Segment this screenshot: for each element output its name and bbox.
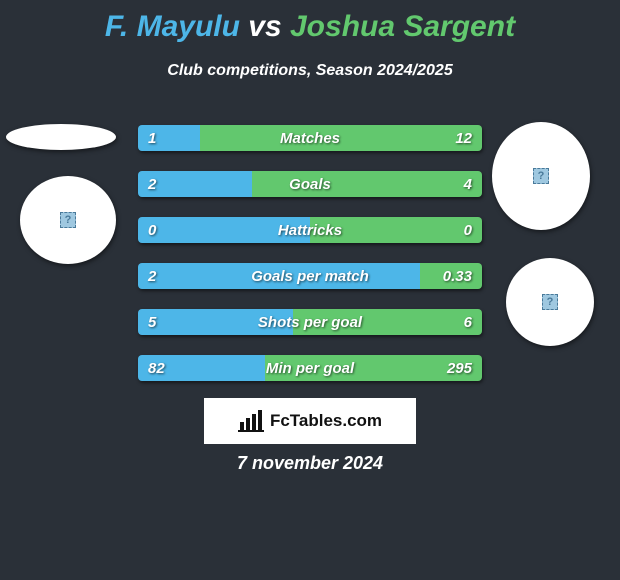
fctables-logo: FcTables.com xyxy=(204,398,416,444)
player1-photo-circle: ? xyxy=(20,176,116,264)
stat-row: 20.33Goals per match xyxy=(138,263,482,289)
player2-photo-circle-2: ? xyxy=(506,258,594,346)
subtitle: Club competitions, Season 2024/2025 xyxy=(0,62,620,80)
player1-photo-ellipse xyxy=(6,124,116,150)
stat-label: Hattricks xyxy=(138,217,482,243)
player2-name: Joshua Sargent xyxy=(290,10,515,43)
placeholder-icon: ? xyxy=(542,294,558,310)
stat-row: 00Hattricks xyxy=(138,217,482,243)
comparison-title: F. Mayulu vs Joshua Sargent xyxy=(0,0,620,44)
stat-label: Goals per match xyxy=(138,263,482,289)
stat-row: 112Matches xyxy=(138,125,482,151)
stat-row: 24Goals xyxy=(138,171,482,197)
stats-bars: 112Matches 24Goals 00Hattricks 20.33Goals p… xyxy=(138,125,482,401)
player1-name: F. Mayulu xyxy=(105,10,240,43)
stat-label: Min per goal xyxy=(138,355,482,381)
stat-label: Shots per goal xyxy=(138,309,482,335)
stat-label: Matches xyxy=(138,125,482,151)
logo-text: FcTables.com xyxy=(270,411,382,431)
logo-chart-icon xyxy=(238,410,264,432)
date-label: 7 november 2024 xyxy=(0,453,620,474)
stat-row: 56Shots per goal xyxy=(138,309,482,335)
placeholder-icon: ? xyxy=(533,168,549,184)
stat-label: Goals xyxy=(138,171,482,197)
placeholder-icon: ? xyxy=(60,212,76,228)
vs-text: vs xyxy=(248,10,281,43)
stat-row: 82295Min per goal xyxy=(138,355,482,381)
player2-photo-circle-1: ? xyxy=(492,122,590,230)
